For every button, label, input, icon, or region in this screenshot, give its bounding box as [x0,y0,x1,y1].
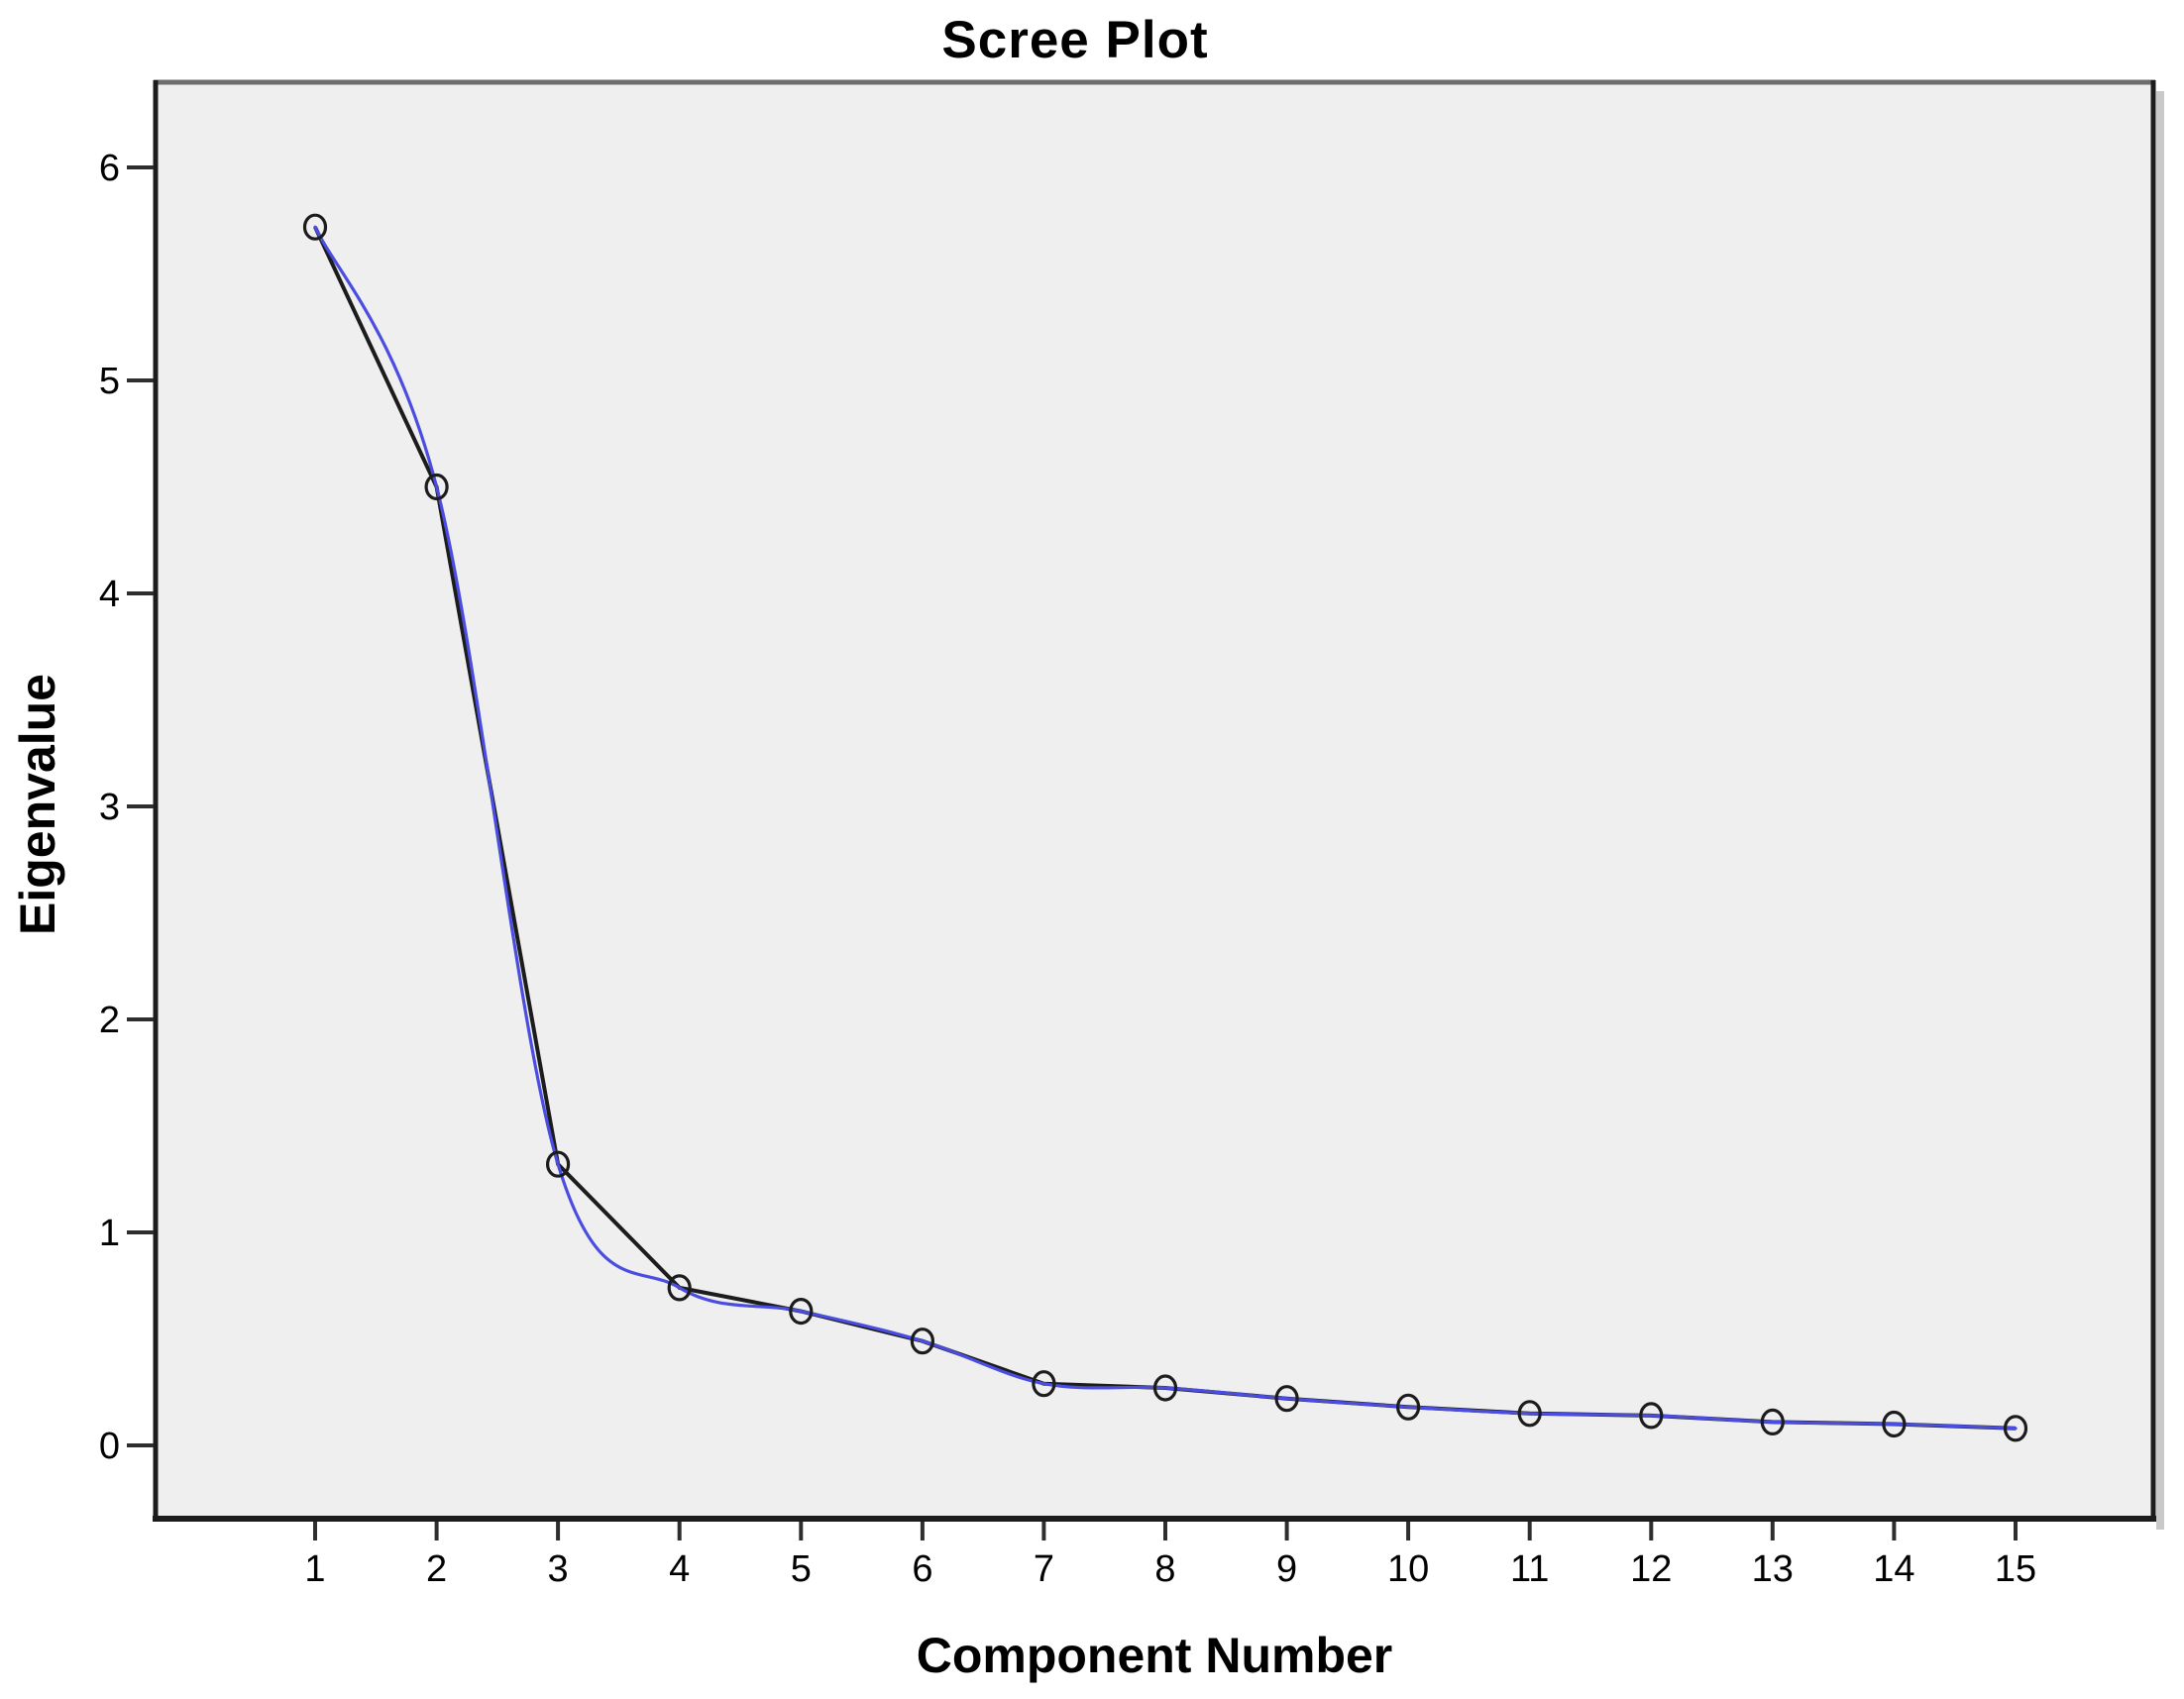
data-point-marker [667,1274,692,1302]
data-point-marker [302,213,328,241]
data-point-marker [1274,1385,1299,1413]
x-tick-label: 12 [1630,1548,1672,1590]
x-tick-label: 11 [1510,1548,1549,1590]
y-tick-label: 3 [99,787,120,828]
data-point-marker [1882,1410,1907,1438]
x-axis-label: Component Number [916,1628,1393,1683]
x-tick-label: 9 [1276,1548,1297,1590]
x-tick-label: 8 [1154,1548,1175,1590]
x-tick-label: 5 [791,1548,812,1590]
data-point-marker [545,1150,571,1178]
data-point-marker [1032,1370,1056,1398]
data-point-marker [910,1327,935,1355]
data-point-marker [2003,1415,2028,1442]
x-tick-label: 7 [1034,1548,1054,1590]
x-tick-label: 15 [1995,1548,2036,1590]
y-tick-label: 0 [99,1426,120,1467]
data-point-marker [1517,1400,1542,1428]
x-tick-label: 14 [1873,1548,1914,1590]
x-tick-label: 6 [912,1548,932,1590]
x-tick-label: 10 [1387,1548,1429,1590]
smooth-fit-line [313,225,2018,1431]
y-tick-label: 1 [99,1213,120,1254]
frame-shadow [2156,91,2164,1530]
plot-area [156,82,2153,1519]
y-tick-label: 6 [99,148,120,189]
x-tick-label: 3 [548,1548,569,1590]
x-tick-label: 2 [426,1548,447,1590]
y-tick-label: 5 [99,361,120,402]
data-point-marker [1152,1374,1178,1402]
y-tick-label: 2 [99,1000,120,1041]
x-tick-label: 1 [304,1548,325,1590]
data-point-marker [424,473,449,501]
chart-title: Scree Plot [941,11,1209,69]
y-tick-label: 4 [99,574,120,615]
x-tick-label: 13 [1752,1548,1794,1590]
data-point-marker [1395,1393,1421,1421]
data-point-marker [1760,1408,1785,1436]
data-point-marker [1639,1402,1664,1430]
x-tick-label: 4 [669,1548,690,1590]
data-point-marker [789,1297,814,1326]
